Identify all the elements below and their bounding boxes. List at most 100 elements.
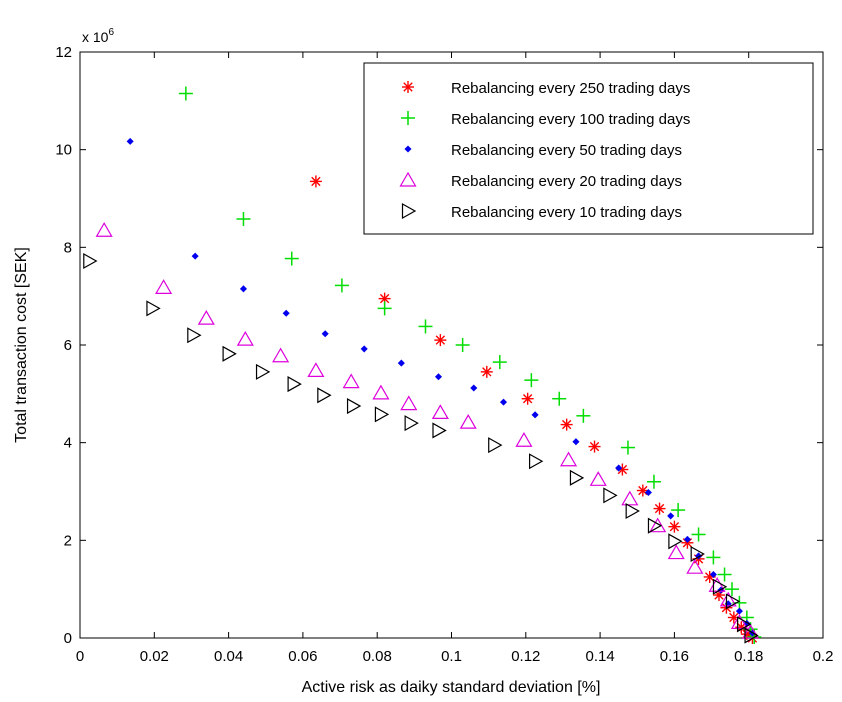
data-point xyxy=(521,392,534,405)
data-point xyxy=(372,384,390,400)
data-point xyxy=(683,535,691,543)
data-point xyxy=(620,440,635,455)
data-point xyxy=(287,376,302,393)
x-axis-label: Active risk as daiky standard deviation … xyxy=(302,679,601,696)
data-point xyxy=(531,411,539,419)
data-point xyxy=(730,614,748,629)
data-point xyxy=(346,398,362,415)
data-point xyxy=(126,137,134,145)
data-point xyxy=(576,408,591,423)
y-axis-label: Total transaction cost [SEK] xyxy=(13,247,30,443)
x-tick-label: 0.08 xyxy=(363,648,392,665)
data-point xyxy=(649,517,667,533)
data-point xyxy=(603,487,618,504)
data-point xyxy=(284,251,299,266)
y-scale-note: x 106 xyxy=(82,27,114,45)
legend-item: Rebalancing every 50 trading days xyxy=(404,142,682,159)
data-point xyxy=(146,300,161,317)
data-point xyxy=(321,330,329,338)
data-point xyxy=(95,222,113,237)
data-point xyxy=(621,490,639,506)
data-point xyxy=(307,362,325,377)
series-1 xyxy=(309,175,759,644)
data-point xyxy=(690,545,705,563)
data-point xyxy=(646,474,661,489)
x-tick-label: 0.12 xyxy=(511,648,540,665)
y-scale-base: x 10 xyxy=(82,29,109,45)
legend-marker xyxy=(404,145,412,153)
data-point xyxy=(528,453,544,470)
series-3 xyxy=(126,137,756,637)
data-point xyxy=(560,418,573,431)
data-point xyxy=(524,373,539,388)
legend-label: Rebalancing every 10 trading days xyxy=(451,204,682,221)
x-axis-ticks: 0 0.02 0.04 0.06 0.08 0.1 0.12 0.14 0.16 0.18 0.2 xyxy=(76,52,834,665)
data-point xyxy=(455,338,470,352)
data-point xyxy=(434,373,443,381)
data-point xyxy=(418,319,433,334)
legend-marker xyxy=(399,171,417,187)
data-point xyxy=(572,438,580,446)
data-point xyxy=(706,550,721,565)
x-tick-label: 0 xyxy=(76,648,84,665)
x-tick-label: 0.04 xyxy=(214,648,243,665)
data-point xyxy=(719,591,737,607)
data-point xyxy=(737,616,752,633)
data-point xyxy=(709,570,717,579)
data-point xyxy=(492,355,507,370)
data-point xyxy=(499,398,508,406)
data-point xyxy=(725,593,741,610)
data-point xyxy=(712,578,728,595)
data-point xyxy=(434,334,447,347)
data-point xyxy=(459,413,477,429)
data-point xyxy=(83,252,98,270)
data-point xyxy=(239,285,247,293)
data-point xyxy=(732,595,747,610)
legend-item: Rebalancing every 100 trading days xyxy=(401,111,690,128)
legend-marker xyxy=(401,202,417,220)
data-point xyxy=(559,451,578,467)
legend-label: Rebalancing every 50 trading days xyxy=(451,142,682,159)
legend: Rebalancing every 250 trading days Rebala… xyxy=(363,62,814,235)
data-point xyxy=(187,327,202,344)
data-point xyxy=(667,512,675,520)
data-point xyxy=(569,469,585,486)
y-tick-label: 0 xyxy=(64,630,72,647)
series-2 xyxy=(178,86,762,645)
x-tick-label: 0.2 xyxy=(813,648,834,665)
data-point xyxy=(735,607,743,615)
y-tick-label: 10 xyxy=(55,142,72,159)
data-point xyxy=(644,488,652,497)
data-point xyxy=(691,527,706,542)
y-tick-label: 4 xyxy=(64,435,72,452)
data-point xyxy=(625,503,640,520)
data-point xyxy=(222,345,237,362)
legend-marker xyxy=(401,111,415,125)
x-tick-label: 0.1 xyxy=(441,648,462,665)
data-point xyxy=(615,464,623,472)
y-tick-label: 8 xyxy=(64,239,72,256)
legend-item: Rebalancing every 20 trading days xyxy=(399,171,682,190)
data-point xyxy=(515,432,533,447)
legend-box xyxy=(363,62,814,235)
x-tick-label: 0.06 xyxy=(288,648,317,665)
data-point xyxy=(667,544,685,560)
data-point xyxy=(653,502,666,515)
legend-item: Rebalancing every 10 trading days xyxy=(401,202,682,221)
series-5 xyxy=(83,252,759,644)
data-point xyxy=(236,330,254,346)
data-point xyxy=(400,395,418,411)
y-scale-exponent: 6 xyxy=(108,27,114,38)
data-point xyxy=(647,517,663,534)
data-point xyxy=(432,422,447,439)
data-point xyxy=(742,623,760,639)
data-point xyxy=(588,440,601,453)
legend-marker xyxy=(402,81,414,93)
data-point xyxy=(668,533,683,550)
data-point xyxy=(488,437,503,454)
data-point xyxy=(342,373,360,389)
y-tick-label: 2 xyxy=(64,532,72,549)
x-tick-label: 0.02 xyxy=(140,648,169,665)
y-axis-ticks: 0 2 4 6 8 10 12 xyxy=(55,44,823,647)
